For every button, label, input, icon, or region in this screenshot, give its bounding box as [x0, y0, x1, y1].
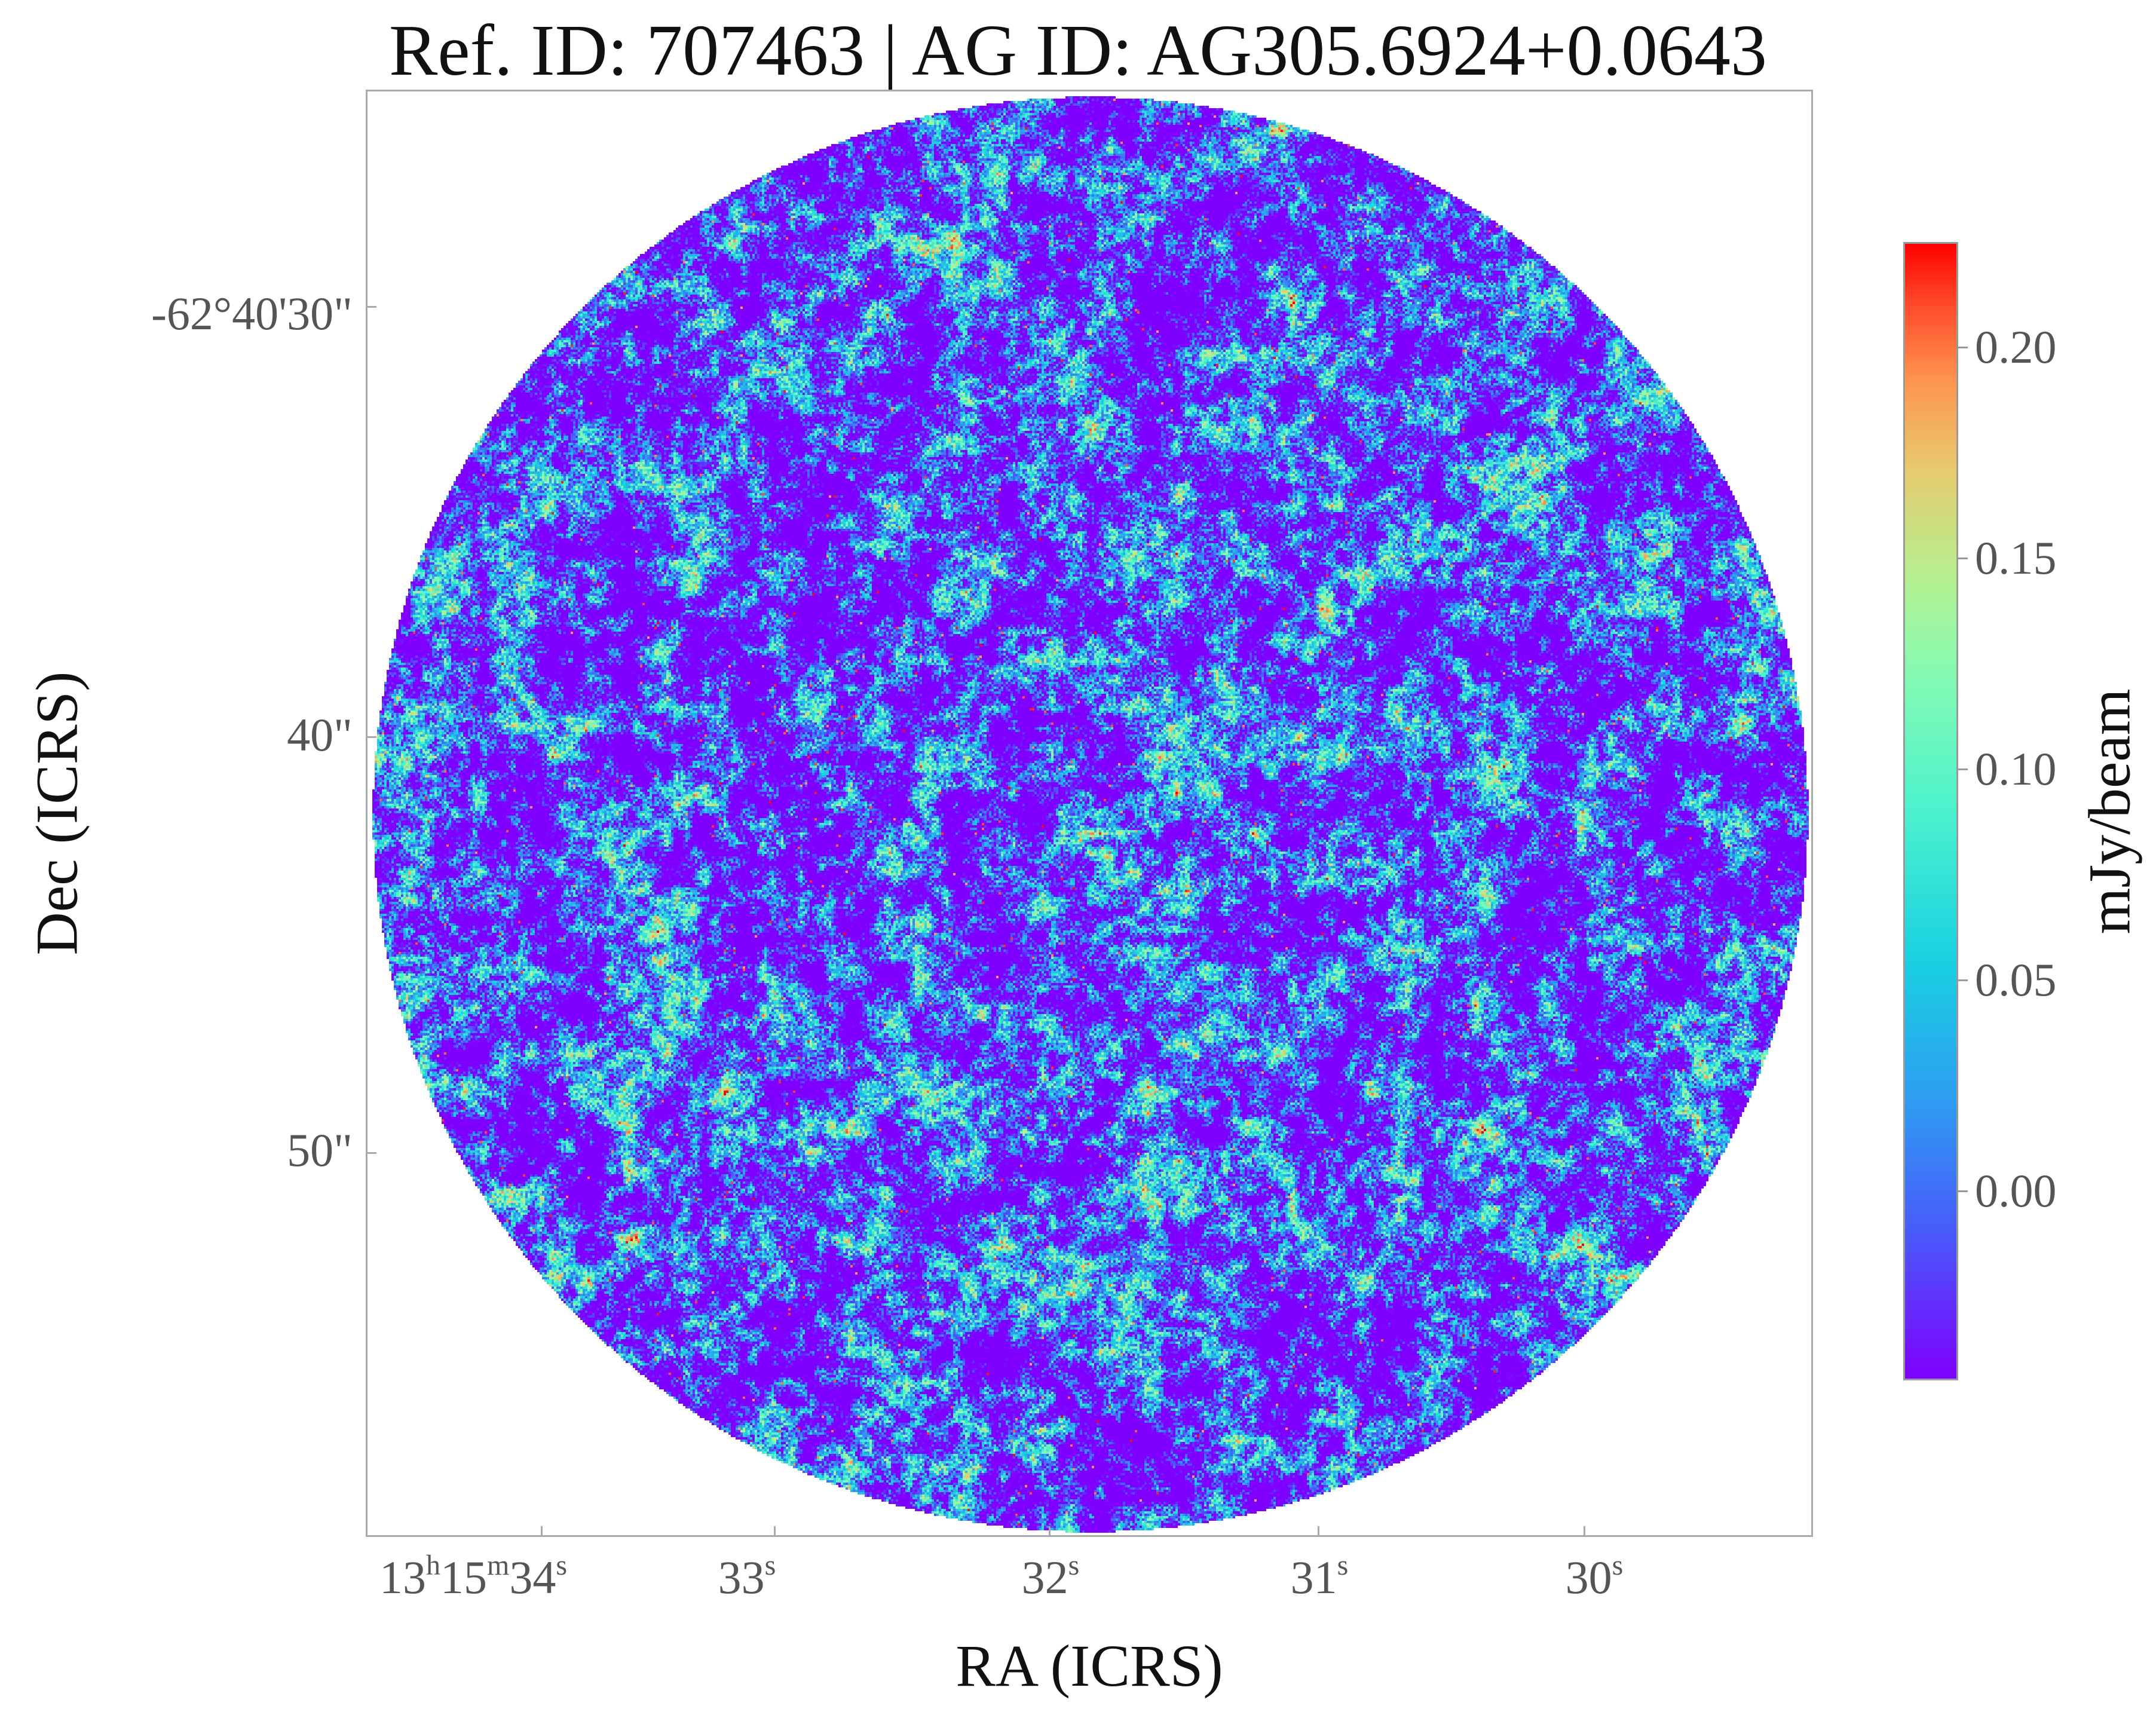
y-tick-label: 50"	[287, 1124, 353, 1176]
y-tickmark	[366, 736, 376, 738]
y-tickmark	[366, 306, 376, 308]
colorbar-tickmark	[1958, 979, 1968, 981]
x-tickmark	[1049, 1526, 1051, 1537]
colorbar-label: mJy/beam	[2076, 688, 2143, 935]
colorbar-tick-label: 0.15	[1975, 532, 2057, 584]
colorbar	[1903, 242, 1958, 1380]
colorbar-tickmark	[1958, 1190, 1968, 1192]
colorbar-tick-label: 0.05	[1975, 953, 2057, 1006]
y-tickmark	[366, 1152, 376, 1154]
y-tick-label: 40"	[287, 709, 353, 761]
x-tick-label: 32s	[1021, 1549, 1080, 1603]
x-tickmark	[541, 1526, 543, 1537]
x-tick-label: 30s	[1565, 1549, 1624, 1603]
colorbar-tickmark	[1958, 558, 1968, 560]
x-tick-label: 33s	[718, 1549, 776, 1603]
chart-title: Ref. ID: 707463 | AG ID: AG305.6924+0.06…	[388, 10, 1768, 91]
colorbar-tick-label: 0.20	[1975, 321, 2057, 373]
colorbar-tickmark	[1958, 768, 1968, 770]
plot-area	[366, 90, 1813, 1537]
x-axis-label: RA (ICRS)	[956, 1633, 1223, 1699]
y-tick-label: -62°40'30"	[151, 287, 353, 339]
x-tickmark	[1318, 1526, 1319, 1537]
colorbar-tick-label: 0.00	[1975, 1164, 2057, 1217]
x-tick-label-first: 13h15m34s	[379, 1549, 568, 1603]
colorbar-tickmark	[1958, 347, 1968, 349]
x-tickmark	[1584, 1526, 1585, 1537]
intensity-map	[368, 91, 1811, 1535]
y-axis-label: Dec (ICRS)	[23, 671, 90, 956]
colorbar-tick-label: 0.10	[1975, 742, 2057, 795]
x-tick-label: 31s	[1290, 1549, 1349, 1603]
x-tickmark	[774, 1526, 776, 1537]
